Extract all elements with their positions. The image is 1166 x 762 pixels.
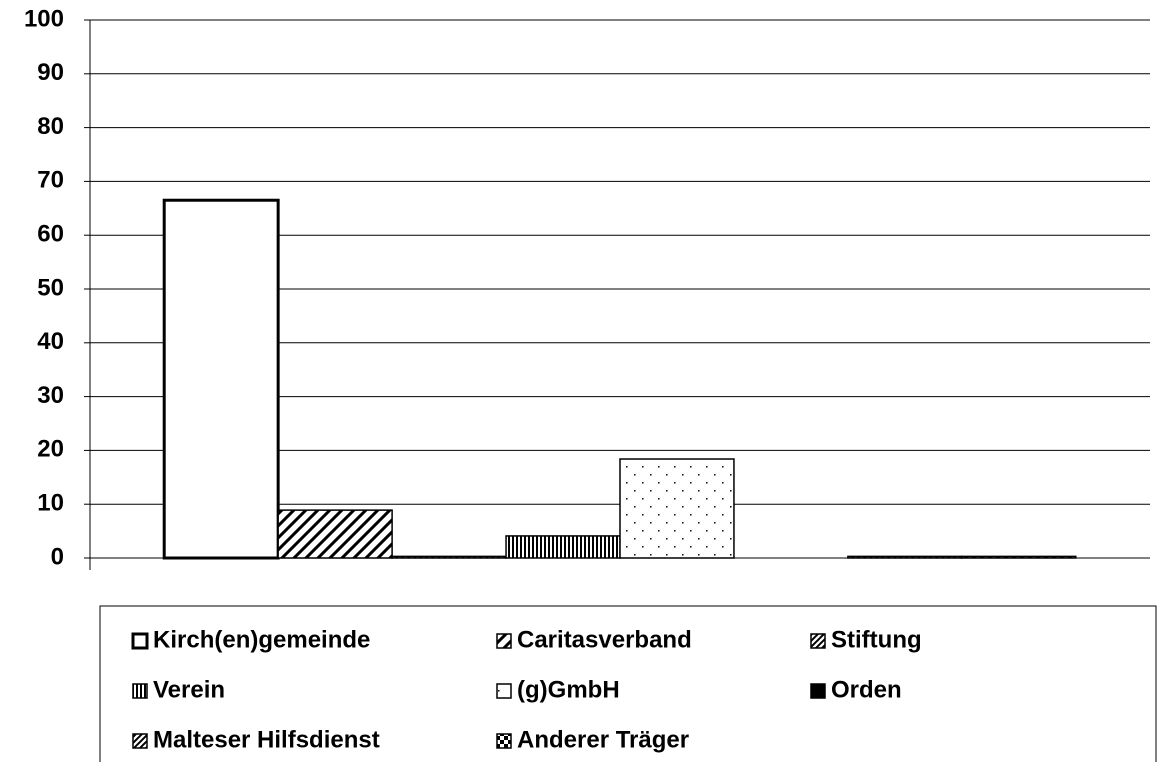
legend-swatch <box>132 683 148 699</box>
legend-label: Anderer Träger <box>517 726 689 753</box>
legend-label: Orden <box>831 676 902 703</box>
legend-swatch <box>810 633 826 649</box>
bar <box>162 198 280 560</box>
legend-label: Malteser Hilfsdienst <box>153 726 380 753</box>
y-tick-label: 30 <box>37 382 64 409</box>
legend-label: (g)GmbH <box>517 676 620 703</box>
legend-swatch <box>131 632 149 650</box>
legend-label: Caritasverband <box>517 626 692 653</box>
y-tick-label: 70 <box>37 167 64 194</box>
legend-swatch <box>810 683 826 699</box>
y-tick-label: 80 <box>37 113 64 140</box>
legend-swatch <box>132 733 148 749</box>
y-tick-label: 20 <box>37 436 64 463</box>
legend-swatch <box>496 633 512 649</box>
legend-label: Stiftung <box>831 626 922 653</box>
legend-swatch <box>496 733 512 749</box>
bar <box>277 509 393 559</box>
legend-label: Kirch(en)gemeinde <box>153 626 370 653</box>
y-tick-label: 10 <box>37 490 64 517</box>
y-tick-label: 90 <box>37 59 64 86</box>
y-tick-label: 100 <box>24 5 64 32</box>
bar <box>619 458 735 559</box>
legend-box <box>99 605 1157 762</box>
legend-label: Verein <box>153 676 225 703</box>
y-tick-label: 60 <box>37 221 64 248</box>
y-tick-label: 40 <box>37 328 64 355</box>
legend-swatch <box>496 683 512 699</box>
y-tick-label: 0 <box>51 543 64 570</box>
bar <box>505 535 621 559</box>
y-tick-label: 50 <box>37 274 64 301</box>
